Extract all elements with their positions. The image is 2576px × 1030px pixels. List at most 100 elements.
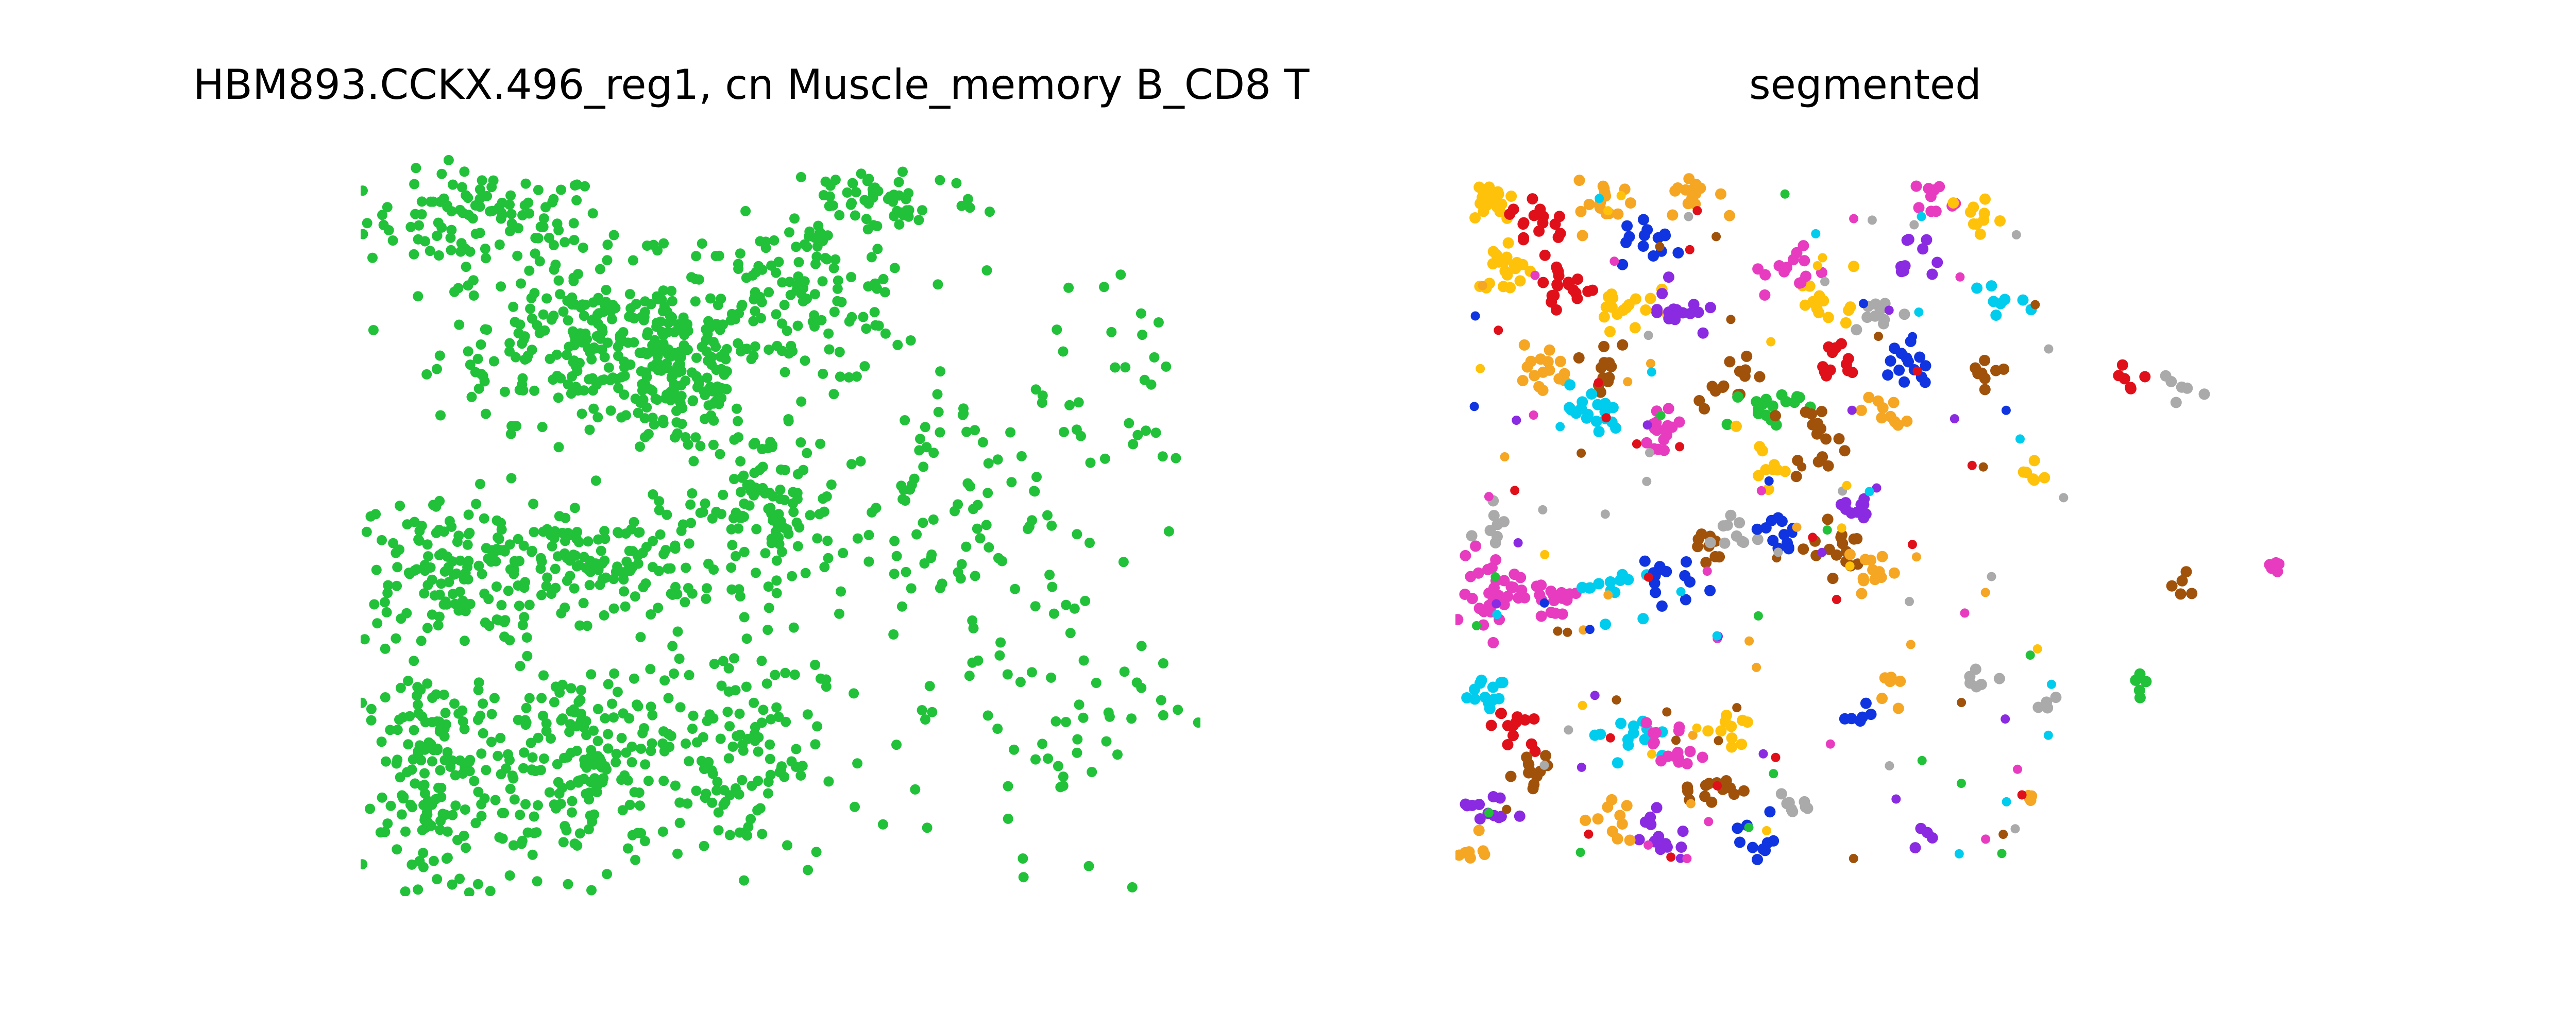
scatter-point [692, 382, 703, 392]
segment-point [1825, 739, 1835, 749]
scatter-point [985, 207, 995, 217]
segment-point [1672, 747, 1684, 758]
scatter-point [573, 696, 584, 707]
scatter-point [646, 299, 656, 310]
scatter-point [1072, 734, 1083, 745]
scatter-point [444, 516, 455, 526]
scatter-point [565, 555, 575, 566]
scatter-point [436, 792, 447, 802]
segment-point [1990, 310, 2002, 321]
scatter-point [867, 507, 877, 518]
segment-point [1876, 551, 1888, 562]
scatter-point [603, 362, 614, 373]
segment-point [1901, 415, 1913, 427]
segment-point [1971, 282, 1983, 294]
scatter-point [776, 318, 787, 329]
scatter-point [443, 154, 454, 165]
scatter-point [658, 548, 669, 559]
scatter-point [521, 632, 532, 643]
scatter-point [962, 478, 973, 489]
scatter-point [600, 572, 611, 583]
scatter-point [734, 708, 745, 719]
scatter-point [950, 506, 960, 517]
segment-point [1840, 358, 1852, 370]
scatter-point [584, 424, 595, 435]
scatter-point [413, 291, 423, 302]
segment-point [1970, 663, 1981, 675]
scatter-point [1006, 477, 1017, 488]
scatter-point [697, 238, 707, 249]
segment-point [1509, 569, 1520, 580]
scatter-point [863, 556, 874, 567]
segment-point [1658, 444, 1670, 456]
scatter-point [481, 253, 491, 264]
scatter-point [782, 524, 793, 535]
segment-point [2180, 566, 2192, 578]
scatter-point [520, 799, 531, 810]
scatter-point [609, 668, 620, 679]
scatter-point [361, 634, 370, 645]
segment-point [1666, 308, 1678, 320]
segment-point [1463, 846, 1475, 858]
scatter-point [750, 306, 760, 317]
segment-point [1521, 751, 1533, 763]
scatter-point [382, 202, 393, 213]
scatter-point [964, 202, 975, 213]
segment-point [1615, 717, 1627, 729]
scatter-point [437, 809, 448, 819]
scatter-point [770, 670, 781, 680]
scatter-point [686, 518, 697, 528]
scatter-point [921, 442, 932, 453]
scatter-point [935, 366, 946, 377]
segment-point [1580, 814, 1591, 826]
scatter-point [608, 574, 619, 585]
scatter-point [527, 764, 537, 775]
segment-point [1767, 464, 1778, 475]
scatter-point [468, 275, 479, 286]
segment-point [1555, 422, 1565, 432]
scatter-point [577, 408, 587, 419]
scatter-point [535, 553, 546, 563]
segment-point [1633, 834, 1645, 846]
segment-point [1682, 781, 1693, 793]
segment-point [2039, 472, 2050, 484]
scatter-point [635, 800, 646, 811]
scatter-point [927, 707, 938, 717]
segment-point [1715, 725, 1727, 737]
scatter-point [624, 289, 635, 300]
segment-point [2042, 702, 2054, 714]
scatter-point [1080, 595, 1091, 606]
segment-point [1596, 362, 1607, 373]
scatter-point [524, 693, 535, 703]
segment-point [1917, 756, 1927, 765]
scatter-point [406, 764, 417, 775]
segment-point [1968, 201, 1979, 213]
scatter-point [619, 586, 630, 597]
scatter-point [731, 551, 741, 561]
scatter-point [527, 752, 538, 763]
scatter-point [478, 698, 488, 709]
scatter-point [657, 826, 668, 837]
segment-point [1768, 835, 1780, 847]
segment-point [1552, 231, 1564, 243]
segment-point [2046, 679, 2056, 689]
scatter-point [628, 546, 638, 557]
scatter-point [376, 736, 387, 747]
scatter-point [667, 296, 677, 306]
scatter-point [993, 553, 1004, 563]
scatter-point [711, 785, 722, 796]
scatter-point [538, 221, 549, 232]
segment-point [1489, 537, 1501, 548]
segment-point [1553, 373, 1565, 385]
scatter-point [459, 166, 470, 177]
segment-point [1514, 810, 1526, 822]
scatter-point [417, 825, 428, 835]
segment-point [1469, 212, 1481, 224]
scatter-point [970, 425, 980, 436]
segment-point [1734, 836, 1745, 848]
segment-point [1836, 338, 1847, 350]
scatter-point [420, 717, 431, 728]
scatter-point [379, 597, 390, 608]
scatter-point [599, 526, 610, 537]
segment-point [1487, 246, 1499, 258]
